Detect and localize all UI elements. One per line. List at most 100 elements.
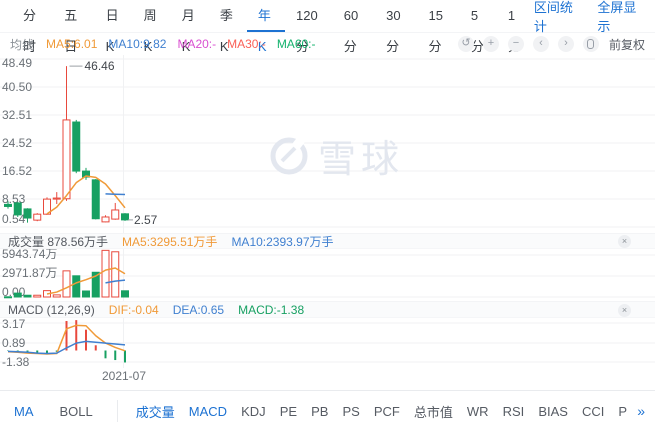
- indicator-CCI[interactable]: CCI: [581, 403, 605, 419]
- pan-left-button[interactable]: ‹: [532, 36, 549, 52]
- indicator-MACD[interactable]: MACD: [188, 403, 228, 419]
- indicator-总市值[interactable]: 总市值: [413, 404, 453, 420]
- candle: [33, 213, 42, 221]
- price-ma5-line: [46, 175, 126, 215]
- indicator-MA[interactable]: MA: [14, 403, 34, 419]
- adjust-mode-button[interactable]: 前复权: [608, 37, 645, 52]
- ma-legend-item: MA20:-: [177, 37, 217, 51]
- tab-5分[interactable]: 5分: [470, 8, 484, 54]
- indicator-成交量[interactable]: 成交量: [135, 404, 175, 420]
- candle: [23, 208, 32, 219]
- candle: [121, 213, 129, 221]
- indicator-BOLL[interactable]: BOLL: [59, 403, 93, 419]
- price-y-tick: 40.50: [2, 80, 32, 94]
- undo-button[interactable]: ↺: [457, 36, 474, 52]
- tab-季K[interactable]: 季K: [219, 8, 233, 54]
- range-stat-link[interactable]: 区间统计: [533, 0, 573, 34]
- volume-title: 成交量 878.56万手: [8, 234, 109, 249]
- volume-ma10-label: MA10:2393.97万手: [231, 234, 334, 249]
- ma-legend-bar: 均线 MA5:6.01 MA10:9.82 MA20:- MA30:- MA60:- ↺…: [0, 33, 655, 55]
- tab-日K[interactable]: 日K: [105, 8, 119, 54]
- volume-bar: [4, 296, 12, 299]
- top-links: 区间统计 全屏显示: [534, 0, 643, 35]
- tab-五日[interactable]: 五日: [64, 8, 78, 54]
- volume-y-tick: 5943.74万: [2, 249, 57, 261]
- candle: [82, 170, 90, 178]
- candle: [4, 203, 12, 207]
- volume-y-tick: 2971.87万: [2, 266, 57, 280]
- price-chart[interactable]: 48.4940.5032.5124.5216.528.530.5446.462.…: [0, 55, 655, 233]
- ma-legend-item: MA30:-: [227, 37, 266, 51]
- indicator-PCF[interactable]: PCF: [373, 403, 400, 419]
- macd-chart[interactable]: 3.17 0.89 -1.38 2021-07: [0, 318, 655, 385]
- price-y-tick: 0.54: [2, 212, 26, 226]
- macd-value-label: MACD:-1.38: [238, 302, 305, 317]
- macd-dea-line: [7, 340, 126, 355]
- ma-legend-items: MA5:6.01 MA10:9.82 MA20:- MA30:- MA60:-: [46, 35, 326, 53]
- candle: [101, 216, 110, 223]
- indicator-KDJ[interactable]: KDJ: [241, 403, 266, 419]
- volume-bar: [33, 294, 42, 298]
- x-axis-label: 2021-07: [102, 369, 146, 383]
- pan-right-button[interactable]: ›: [557, 36, 574, 52]
- macd-panel-header: MACD (12,26,9) DIF:-0.04 DEA:0.65 MACD:-…: [0, 301, 655, 318]
- tab-15分[interactable]: 15分: [428, 8, 443, 54]
- ma-legend-item: MA60:-: [276, 37, 316, 51]
- screenshot-icon: [587, 39, 595, 49]
- macd-dea-label: DEA:0.65: [172, 302, 225, 317]
- volume-bar: [101, 249, 110, 298]
- ma-legend-item: MA10:9.82: [108, 37, 167, 51]
- indicator-RSI[interactable]: RSI: [502, 403, 525, 419]
- macd-title: MACD (12,26,9): [8, 302, 95, 317]
- ma-legend-title: 均线: [10, 37, 35, 52]
- indicator-PS[interactable]: PS: [342, 403, 360, 419]
- candle: [72, 121, 81, 172]
- indicator-WR[interactable]: WR: [466, 403, 489, 419]
- indicator-toolbar: MA BOLL 成交量 MACD KDJ PE PB PS PCF 总市值 WR RSI BIAS CC…: [0, 390, 655, 431]
- volume-bar: [121, 290, 129, 298]
- volume-bar: [72, 275, 81, 298]
- more-indicators-button[interactable]: »: [637, 403, 645, 419]
- macd-y-tick: -1.38: [2, 355, 30, 369]
- tab-120分[interactable]: 120分: [295, 8, 318, 54]
- zoom-out-button[interactable]: −: [507, 36, 524, 52]
- tab-周K[interactable]: 周K: [143, 8, 157, 54]
- screenshot-button[interactable]: [582, 36, 599, 52]
- macd-y-tick: 3.17: [2, 318, 26, 331]
- indicator-BIAS[interactable]: BIAS: [538, 403, 568, 419]
- macd-dif-label: DIF:-0.04: [108, 302, 159, 317]
- volume-bar: [62, 270, 71, 298]
- indicator-PE[interactable]: PE: [279, 403, 298, 419]
- candle: [13, 202, 22, 216]
- candle: [52, 197, 61, 200]
- tab-60分[interactable]: 60分: [343, 8, 359, 54]
- candle: [62, 119, 71, 200]
- ma-legend-item: MA5:6.01: [46, 37, 98, 51]
- macd-y-tick: 0.89: [2, 336, 26, 350]
- volume-ma10-line: [105, 279, 126, 284]
- tab-年K[interactable]: 年K: [246, 0, 285, 54]
- price-ma10-line: [105, 193, 126, 196]
- candle: [91, 179, 100, 220]
- price-y-tick: 48.49: [2, 56, 32, 70]
- indicator-P[interactable]: P: [618, 403, 628, 419]
- volume-close-button[interactable]: ×: [618, 235, 631, 248]
- tab-月K[interactable]: 月K: [181, 8, 195, 54]
- tab-1分[interactable]: 1分: [507, 8, 521, 54]
- volume-bar: [23, 294, 32, 298]
- tab-分时[interactable]: 分时: [23, 8, 37, 54]
- volume-ma5-label: MA5:3295.51万手: [122, 234, 218, 249]
- tab-30分[interactable]: 30分: [386, 8, 401, 54]
- chart-controls: ↺ + − ‹ ›: [457, 36, 604, 52]
- zoom-in-button[interactable]: +: [482, 36, 499, 52]
- indicator-PB[interactable]: PB: [311, 403, 329, 419]
- price-y-tick: 32.51: [2, 108, 32, 122]
- volume-bar: [52, 294, 61, 298]
- macd-close-button[interactable]: ×: [618, 304, 631, 317]
- volume-bar: [82, 290, 90, 298]
- price-y-tick: 16.52: [2, 164, 32, 178]
- fullscreen-link[interactable]: 全屏显示: [597, 0, 637, 34]
